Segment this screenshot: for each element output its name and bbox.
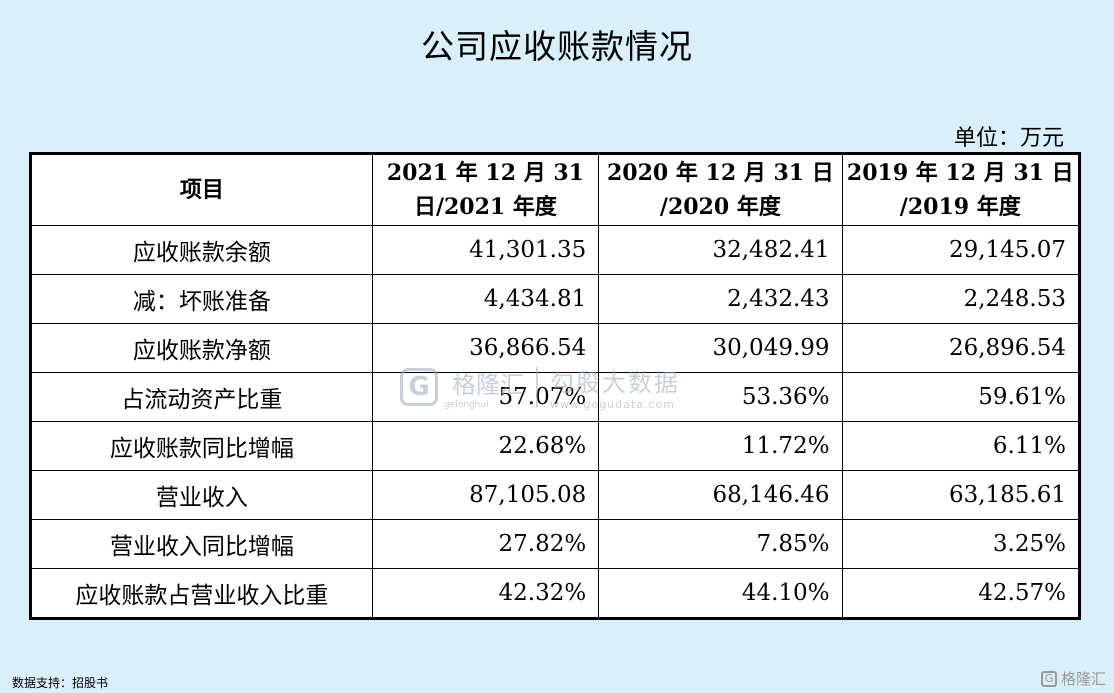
- row-label: 应收账款同比增幅: [30, 421, 373, 471]
- cell-2019: 2,248.53: [841, 274, 1081, 324]
- table-header-row: 项目 2021 年 12 月 31 日/2021 年度 2020 年 12 月 …: [30, 153, 1081, 226]
- header-2019-line2: /2019 年度: [899, 194, 1021, 220]
- header-2021: 2021 年 12 月 31 日/2021 年度: [371, 153, 600, 226]
- row-label: 占流动资产比重: [30, 372, 373, 422]
- cell-2019: 3.25%: [841, 519, 1081, 569]
- page-title: 公司应收账款情况: [421, 27, 693, 66]
- header-2020-line2: /2020 年度: [659, 194, 781, 220]
- cell-2019: 42.57%: [841, 568, 1081, 619]
- header-2019: 2019 年 12 月 31 日 /2019 年度: [841, 153, 1081, 226]
- table-row: 应收账款同比增幅 22.68% 11.72% 6.11%: [30, 421, 1081, 471]
- cell-2020: 7.85%: [598, 519, 843, 569]
- table-row: 应收账款余额 41,301.35 32,482.41 29,145.07: [30, 225, 1081, 275]
- cell-2020: 44.10%: [598, 568, 843, 619]
- source-note: 数据支持：招股书: [12, 676, 109, 690]
- cell-2020: 30,049.99: [598, 323, 843, 373]
- cell-2021: 57.07%: [371, 372, 600, 422]
- cell-2021: 4,434.81: [371, 274, 600, 324]
- cell-2020: 53.36%: [598, 372, 843, 422]
- cell-2020: 68,146.46: [598, 470, 843, 520]
- cell-2019: 63,185.61: [841, 470, 1081, 520]
- cell-2020: 2,432.43: [598, 274, 843, 324]
- unit-label: 单位：万元: [953, 126, 1064, 151]
- table-row: 占流动资产比重 57.07% 53.36% 59.61%: [30, 372, 1081, 422]
- receivables-table: 项目 2021 年 12 月 31 日/2021 年度 2020 年 12 月 …: [29, 152, 1081, 620]
- table-row: 减：坏账准备 4,434.81 2,432.43 2,248.53: [30, 274, 1081, 324]
- header-2020-line1: 2020 年 12 月 31 日: [607, 160, 834, 186]
- corner-logo: G 格隆汇: [1040, 668, 1106, 689]
- cell-2020: 32,482.41: [598, 225, 843, 275]
- table-row: 应收账款占营业收入比重 42.32% 44.10% 42.57%: [30, 568, 1081, 619]
- cell-2019: 26,896.54: [841, 323, 1081, 373]
- gelonghui-logo-icon: G: [1040, 670, 1057, 687]
- row-label: 应收账款净额: [30, 323, 373, 373]
- cell-2019: 59.61%: [841, 372, 1081, 422]
- row-label: 营业收入: [30, 470, 373, 520]
- table-row: 营业收入同比增幅 27.82% 7.85% 3.25%: [30, 519, 1081, 569]
- table-row: 应收账款净额 36,866.54 30,049.99 26,896.54: [30, 323, 1081, 373]
- cell-2020: 11.72%: [598, 421, 843, 471]
- cell-2021: 87,105.08: [371, 470, 600, 520]
- header-2019-line1: 2019 年 12 月 31 日: [846, 160, 1074, 186]
- cell-2019: 29,145.07: [841, 225, 1081, 275]
- cell-2019: 6.11%: [841, 421, 1081, 471]
- header-2021-line1: 2021 年 12 月 31: [386, 160, 584, 186]
- cell-2021: 27.82%: [371, 519, 600, 569]
- header-2020: 2020 年 12 月 31 日 /2020 年度: [598, 153, 843, 226]
- cell-2021: 42.32%: [371, 568, 600, 619]
- row-label: 营业收入同比增幅: [30, 519, 373, 569]
- header-item: 项目: [30, 153, 373, 226]
- cell-2021: 41,301.35: [371, 225, 600, 275]
- corner-logo-text: 格隆汇: [1060, 670, 1106, 688]
- header-2021-line2: 日/2021 年度: [413, 194, 557, 220]
- cell-2021: 22.68%: [371, 421, 600, 471]
- cell-2021: 36,866.54: [371, 323, 600, 373]
- table-row: 营业收入 87,105.08 68,146.46 63,185.61: [30, 470, 1081, 520]
- row-label: 减：坏账准备: [30, 274, 373, 324]
- row-label: 应收账款余额: [30, 225, 373, 275]
- row-label: 应收账款占营业收入比重: [30, 568, 373, 619]
- header-item-text: 项目: [179, 177, 224, 203]
